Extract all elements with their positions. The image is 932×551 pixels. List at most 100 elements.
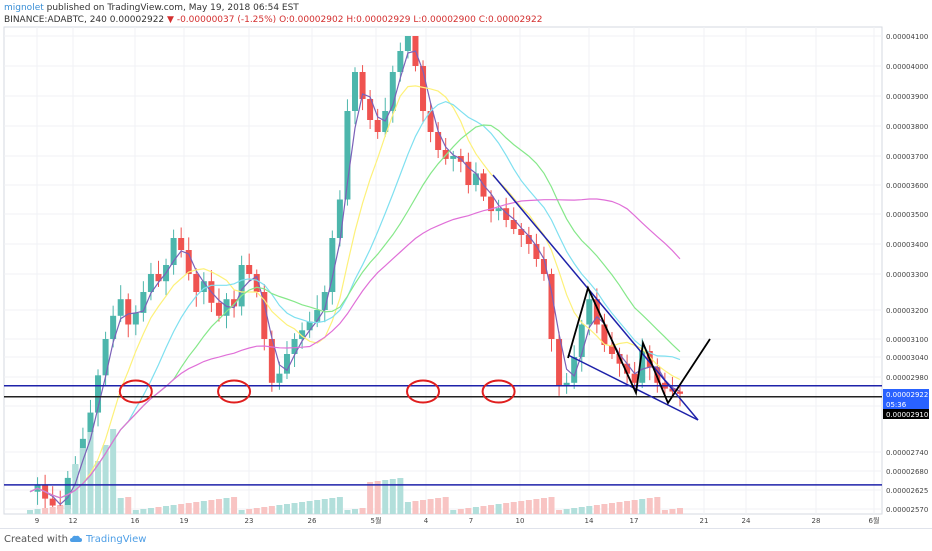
volume-bar [518, 501, 525, 514]
volume-bar [548, 497, 555, 514]
last-price: 0.00002922 [109, 15, 165, 25]
volume-bar [367, 482, 374, 514]
x-tick-label: 4 [424, 517, 429, 525]
candle-body [185, 250, 192, 274]
candle-body [110, 315, 117, 339]
candle-body [238, 265, 245, 307]
volume-bar [336, 497, 343, 514]
y-tick-label: 0.00003200 [886, 307, 928, 315]
price-tag-label: 0.00002910 [886, 411, 928, 419]
support-circle-annotation [406, 379, 441, 404]
volume-bar [132, 510, 139, 514]
volume-bar [397, 478, 404, 514]
candle-body [435, 132, 442, 150]
y-tick-label: 0.00003600 [886, 182, 928, 190]
candle-body [556, 339, 563, 386]
volume-bar [488, 505, 495, 514]
candle-body [518, 229, 525, 235]
candle-body [593, 299, 600, 325]
candle-body [117, 299, 124, 316]
candle-body [359, 72, 366, 99]
y-tick-label: 0.00003100 [886, 336, 928, 344]
candle-body [193, 274, 200, 292]
volume-bar [64, 505, 71, 514]
price-tag-label: 0.00002922 [886, 391, 928, 399]
candle-body [147, 274, 154, 292]
volume-bar [359, 508, 366, 514]
volume-bar [465, 508, 472, 514]
volume-bar [321, 499, 328, 514]
projection-zigzag [567, 285, 711, 405]
price-tag-label: 05:36 [886, 401, 907, 409]
volume-bar [200, 501, 207, 514]
candle-body [472, 173, 479, 185]
volume-bar [27, 510, 33, 514]
volume-bar [556, 510, 563, 514]
author-link[interactable]: mignolet [4, 3, 44, 13]
volume-bar [344, 510, 351, 514]
volume-bar [578, 507, 585, 514]
candle-body [231, 299, 238, 307]
candle-body [95, 375, 102, 413]
volume-bar [215, 499, 222, 514]
volume-bar [261, 507, 268, 514]
volume-bar [677, 508, 683, 514]
y-tick-label: 0.00002740 [886, 449, 928, 457]
volume-bar [616, 502, 623, 514]
x-tick-label: 10 [516, 517, 525, 525]
volume-bar [147, 508, 154, 514]
volume-bar [533, 499, 540, 514]
x-tick-label: 26 [308, 517, 317, 525]
candle-body [261, 292, 268, 339]
volume-bar [450, 510, 457, 514]
volume-bar [79, 448, 86, 514]
candle-body [253, 274, 260, 292]
candle-body [178, 238, 185, 250]
tradingview-link[interactable]: TradingView [86, 534, 147, 545]
y-tick-label: 0.00003700 [886, 153, 928, 161]
volume-bar [586, 506, 593, 514]
publish-line: mignolet published on TradingView.com, M… [4, 2, 542, 14]
volume-bar [246, 509, 253, 514]
moving-average-line [29, 100, 681, 499]
volume-bar [306, 501, 313, 514]
footer: Created with TradingView [0, 528, 932, 551]
y-tick-label: 0.00003400 [886, 241, 928, 249]
volume-bar [276, 505, 283, 514]
candle-body [223, 299, 230, 316]
candle-body [510, 220, 517, 229]
volume-bar [457, 509, 464, 514]
change-value: -0.00000037 (-1.25%) [176, 15, 277, 25]
x-tick-label: 6월 [869, 516, 880, 525]
volume-bar [352, 509, 358, 514]
candle-body [586, 299, 593, 325]
candle-body [389, 72, 396, 111]
volume-bar [314, 500, 321, 514]
volume-bar [654, 497, 661, 514]
volume-bar [42, 508, 49, 514]
candle-body [49, 498, 56, 506]
volume-bar [661, 510, 668, 514]
volume-bar [382, 480, 389, 514]
volume-bar [404, 502, 411, 514]
volume-bar [608, 503, 615, 514]
y-tick-label: 0.00003500 [886, 211, 928, 219]
candle-body [639, 351, 646, 383]
candle-body [548, 274, 555, 339]
x-tick-label: 23 [245, 517, 254, 525]
candle-body [352, 72, 358, 111]
volume-bar [140, 509, 147, 514]
volume-bar [268, 506, 275, 514]
x-tick-label: 19 [180, 517, 189, 525]
volume-bar [420, 500, 427, 514]
volume-bar [170, 505, 177, 514]
volume-bar [125, 497, 132, 514]
volume-bar [291, 503, 298, 514]
support-circle-annotation [217, 379, 252, 404]
volume-bar [49, 507, 56, 514]
volume-bar [435, 498, 442, 514]
candle-body [525, 235, 532, 244]
price-tag [883, 399, 929, 409]
y-tick-label: 0.00002570 [886, 506, 928, 514]
